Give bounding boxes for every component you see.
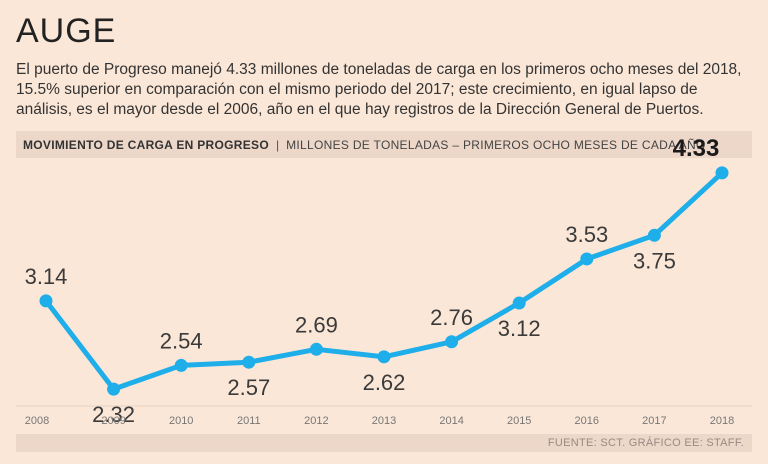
value-label-2010: 2.54 xyxy=(160,328,203,353)
x-tick-2009: 2009 xyxy=(101,415,125,427)
value-label-2013: 2.62 xyxy=(363,370,406,395)
data-point-2013 xyxy=(377,350,391,364)
x-tick-labels: 2008 2009 2010 2011 2012 2013 2014 2015 2016 2017… xyxy=(25,415,734,427)
x-tick-2017: 2017 xyxy=(642,415,666,427)
data-point-2017 xyxy=(647,228,661,242)
x-tick-2013: 2013 xyxy=(372,415,396,427)
data-point-2016 xyxy=(580,252,594,266)
data-points xyxy=(39,166,729,396)
data-point-2015 xyxy=(512,296,526,310)
chart-subtitle: MILLONES DE TONELADAS – PRIMEROS OCHO ME… xyxy=(286,137,706,152)
x-tick-2018: 2018 xyxy=(710,415,734,427)
intro-paragraph: El puerto de Progreso manejó 4.33 millon… xyxy=(16,61,742,118)
value-label-2015: 3.12 xyxy=(498,316,541,341)
value-label-2017: 3.75 xyxy=(633,248,676,273)
x-tick-2012: 2012 xyxy=(304,415,328,427)
data-point-2014 xyxy=(445,335,459,349)
value-labels: 3.14 2.32 2.54 2.57 2.69 2.62 2.76 3.12 3.53 3.75… xyxy=(25,135,720,427)
chart-title: MOVIMIENTO DE CARGA EN PROGRESO xyxy=(23,137,269,152)
data-point-2010 xyxy=(174,358,188,372)
x-tick-2014: 2014 xyxy=(439,415,463,427)
value-label-2011: 2.57 xyxy=(227,375,270,400)
x-tick-2015: 2015 xyxy=(507,415,531,427)
source-text: FUENTE: SCT. GRÁFICO EE: STAFF. xyxy=(547,437,744,449)
chart-header-separator: | xyxy=(276,137,280,152)
page-title: AUGE xyxy=(16,12,117,50)
x-tick-2010: 2010 xyxy=(169,415,193,427)
value-label-2018: 4.33 xyxy=(673,135,720,162)
value-label-2009: 2.32 xyxy=(92,402,135,427)
x-tick-2008: 2008 xyxy=(25,415,49,427)
x-tick-2011: 2011 xyxy=(237,415,261,427)
value-label-2014: 2.76 xyxy=(430,305,473,330)
data-point-2018 xyxy=(715,166,729,180)
value-label-2012: 2.69 xyxy=(295,312,338,337)
data-point-2008 xyxy=(39,294,53,308)
x-tick-2016: 2016 xyxy=(575,415,599,427)
source-footer: FUENTE: SCT. GRÁFICO EE: STAFF. xyxy=(16,434,752,452)
chart-header: MOVIMIENTO DE CARGA EN PROGRESO | MILLON… xyxy=(16,131,752,158)
data-point-2012 xyxy=(309,342,323,356)
data-point-2011 xyxy=(242,355,256,369)
value-label-2016: 3.53 xyxy=(565,222,608,247)
data-point-2009 xyxy=(107,382,121,396)
value-label-2008: 3.14 xyxy=(25,264,68,289)
